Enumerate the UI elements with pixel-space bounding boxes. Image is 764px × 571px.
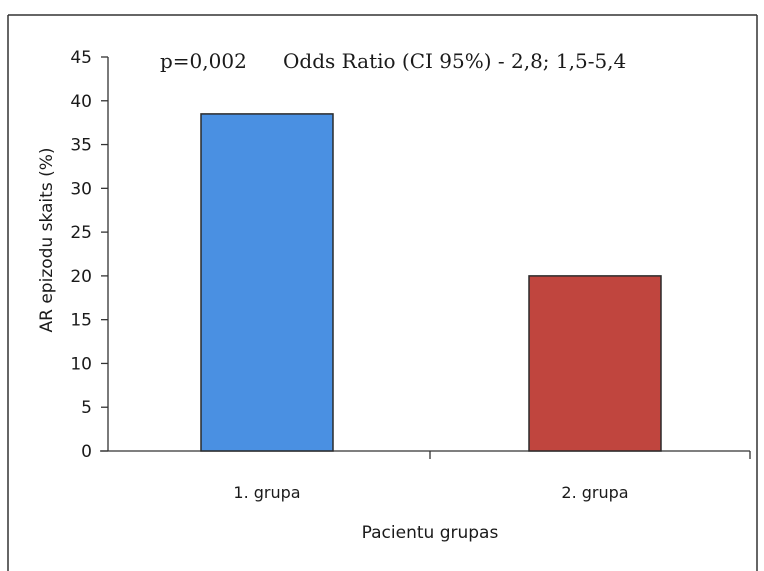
x-category-label-2: 2. grupa (561, 483, 628, 502)
bar-1 (200, 113, 334, 452)
x-category-label-1: 1. grupa (233, 483, 300, 502)
odds-ratio-annotation: Odds Ratio (CI 95%) - 2,8; 1,5-5,4 (283, 49, 626, 73)
y-tick-label-40: 40 (70, 92, 92, 112)
y-tick-label-45: 45 (70, 48, 92, 68)
p-value-annotation: p=0,002 (160, 49, 247, 73)
y-tick-label-30: 30 (70, 179, 92, 199)
bar-2 (528, 275, 662, 452)
x-axis-title: Pacientu grupas (362, 523, 499, 543)
y-tick-label-5: 5 (81, 398, 92, 418)
y-tick-label-20: 20 (70, 267, 92, 287)
y-tick-label-25: 25 (70, 223, 92, 243)
y-tick-label-15: 15 (70, 311, 92, 331)
plot-area: 0 5 10 15 20 25 30 35 40 45 1. grupa 2. grupa (70, 48, 751, 502)
y-tick-label-35: 35 (70, 136, 92, 156)
y-axis-title: AR epizodu skaits (%) (37, 148, 57, 333)
y-tick-label-0: 0 (81, 442, 92, 462)
y-tick-label-10: 10 (70, 354, 92, 374)
